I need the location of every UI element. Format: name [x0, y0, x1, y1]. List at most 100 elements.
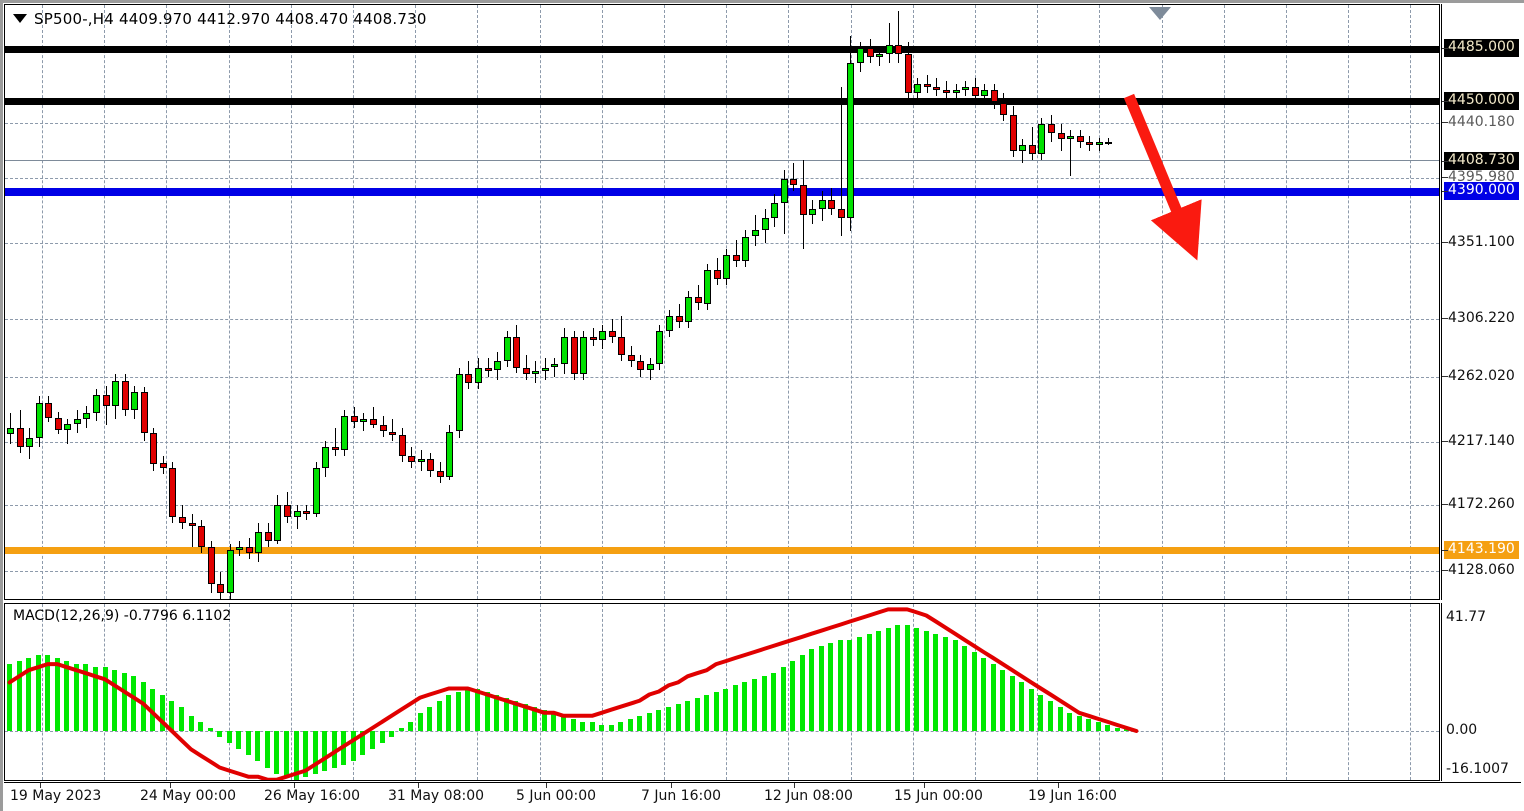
macd-histogram-bar: [360, 731, 366, 756]
candle-wick: [840, 87, 842, 237]
macd-histogram-bar: [350, 731, 356, 762]
macd-histogram-bar: [1019, 682, 1025, 732]
price-axis-label: 4390.000: [1444, 182, 1519, 200]
candle-body: [732, 254, 740, 261]
macd-axis[interactable]: 41.77 0.00 -16.1007: [1441, 603, 1521, 781]
macd-histogram-bar: [942, 636, 948, 732]
candle-body: [1019, 145, 1027, 152]
candle-body: [1000, 102, 1008, 115]
candlestick: [990, 5, 998, 599]
gridline-horizontal: [5, 442, 1439, 443]
axis-tick: [924, 783, 925, 788]
candle-wick: [879, 47, 881, 66]
macd-histogram-bar: [389, 731, 394, 738]
macd-histogram-bar: [551, 712, 557, 731]
candle-body: [627, 355, 635, 362]
candle-wick: [525, 355, 527, 380]
candlestick: [580, 5, 587, 599]
macd-histogram-bar: [962, 645, 967, 732]
candlestick: [293, 5, 301, 599]
candlestick: [904, 5, 912, 599]
candlestick: [646, 5, 654, 599]
candlestick: [1095, 5, 1103, 599]
candle-body: [1009, 114, 1017, 152]
candle-body: [541, 367, 549, 371]
macd-histogram-bar: [1009, 676, 1015, 731]
candlestick: [895, 5, 903, 599]
candle-body: [742, 236, 750, 261]
candle-body: [284, 504, 291, 517]
macd-histogram-bar: [675, 703, 681, 732]
candle-body: [465, 373, 473, 383]
candle-body: [895, 44, 903, 54]
axis-tick: [40, 783, 41, 788]
candle-body: [923, 84, 931, 88]
price-axis[interactable]: 4485.000 4450.000 4440.180 4408.730 4395.980…: [1441, 4, 1521, 600]
candlestick: [446, 5, 454, 599]
resistance-4450[interactable]: [5, 98, 1439, 105]
macd-header-text: MACD(12,26,9) -0.7796 6.1102: [13, 608, 232, 624]
candlestick: [694, 5, 702, 599]
macd-histogram-bar: [694, 697, 700, 732]
candle-body: [857, 47, 864, 63]
candle-body: [904, 53, 912, 94]
gridline-horizontal: [5, 243, 1439, 244]
candlestick: [150, 5, 158, 599]
gridline-vertical: [1410, 5, 1411, 599]
gridline-horizontal: [5, 123, 1439, 124]
axis-tick: [1442, 242, 1448, 243]
macd-histogram-bar: [742, 682, 748, 732]
macd-histogram-bar: [1086, 718, 1092, 732]
axis-tick: [1058, 783, 1059, 788]
candle-wick: [898, 11, 900, 63]
macd-histogram-bar: [541, 709, 547, 731]
candle-body: [188, 522, 196, 526]
macd-histogram-bar: [1038, 694, 1044, 731]
pivot-4143[interactable]: [5, 547, 1439, 554]
candlestick: [923, 5, 931, 599]
price-axis-label: 4172.260: [1448, 496, 1515, 512]
macd-histogram-bar: [198, 721, 203, 731]
time-axis-label: 15 Jun 00:00: [894, 788, 983, 804]
macd-axis-label: 41.77: [1446, 609, 1487, 625]
candlestick: [64, 5, 72, 599]
macd-histogram-bar: [484, 691, 490, 731]
candle-body: [331, 446, 339, 450]
axis-tick: [418, 783, 419, 788]
macd-histogram-bar: [408, 721, 414, 731]
candle-body: [790, 178, 798, 185]
triangle-down-icon[interactable]: [13, 14, 27, 23]
candle-body: [876, 53, 884, 57]
macd-histogram-bar: [646, 712, 652, 731]
macd-histogram-bar: [990, 664, 996, 731]
gridline-vertical: [1099, 5, 1100, 599]
gridline-last-price: [5, 160, 1439, 161]
time-axis[interactable]: 19 May 2023 24 May 00:00 26 May 16:00 31 Ma…: [4, 782, 1521, 810]
candle-wick: [392, 419, 393, 441]
candle-wick: [67, 419, 69, 444]
macd-histogram-bar: [236, 731, 242, 750]
macd-histogram-bar: [475, 688, 480, 732]
candlestick: [312, 5, 320, 599]
macd-histogram-bar: [284, 731, 289, 777]
resistance-4485[interactable]: [5, 46, 1439, 53]
macd-histogram-bar: [226, 731, 232, 744]
candlestick: [35, 5, 43, 599]
price-chart-pane[interactable]: SP500-,H4 4409.970 4412.970 4408.470 440…: [4, 4, 1440, 600]
macd-histogram-bar: [274, 731, 280, 774]
candlestick: [627, 5, 635, 599]
candle-body: [866, 47, 874, 57]
candle-wick: [363, 413, 365, 432]
macd-histogram-bar: [26, 658, 32, 731]
candle-body: [780, 178, 788, 203]
macd-histogram-bar: [1028, 688, 1034, 732]
candlestick: [666, 5, 673, 599]
candle-body: [245, 547, 253, 554]
macd-axis-label: 0.00: [1446, 722, 1478, 738]
candle-body: [771, 203, 778, 219]
macd-histogram-bar: [560, 715, 566, 731]
candle-body: [532, 370, 540, 374]
gridline-horizontal: [5, 571, 1439, 572]
macd-indicator-pane[interactable]: MACD(12,26,9) -0.7796 6.1102: [4, 603, 1440, 781]
support-4390[interactable]: [5, 188, 1439, 196]
